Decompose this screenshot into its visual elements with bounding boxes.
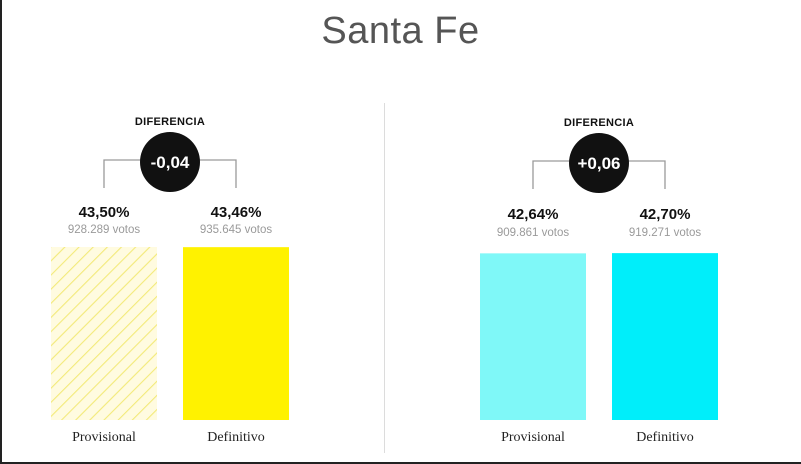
frame-bottom-border — [0, 462, 801, 464]
right-percent-label-provisional: 42,64% — [508, 206, 559, 223]
page-title: Santa Fe — [321, 10, 480, 52]
right-votes-label-definitivo: 919.271 votos — [629, 227, 702, 239]
left-bar-provisional — [51, 247, 157, 420]
right-category-label-provisional: Provisional — [501, 430, 565, 445]
right-difference-badge — [569, 133, 629, 193]
left-bar-definitivo — [183, 247, 289, 420]
left-votes-label-definitivo: 935.645 votos — [200, 224, 273, 236]
left-difference-value: -0,04 — [151, 153, 190, 172]
left-difference-label: DIFERENCIA — [135, 116, 205, 128]
frame-left-border — [0, 0, 2, 464]
chart-panel-left: DIFERENCIA -0,04 43,50% 928.289 votos Provis… — [0, 0, 384, 464]
right-bar-definitivo — [612, 253, 718, 420]
left-percent-label-definitivo: 43,46% — [211, 204, 262, 221]
chart-panel-right: DIFERENCIA +0,06 42,64% 909.861 votos Provis… — [385, 0, 801, 464]
chart-left-svg: DIFERENCIA -0,04 43,50% 928.289 votos Provis… — [51, 116, 289, 445]
left-category-label-provisional: Provisional — [72, 430, 136, 445]
panel-divider — [384, 103, 385, 453]
right-difference-value: +0,06 — [577, 154, 620, 173]
right-bar-provisional — [480, 253, 586, 420]
right-votes-label-provisional: 909.861 votos — [497, 227, 570, 239]
left-votes-label-provisional: 928.289 votos — [68, 224, 141, 236]
left-difference-badge — [140, 132, 200, 192]
right-percent-label-definitivo: 42,70% — [640, 206, 691, 223]
right-difference-label: DIFERENCIA — [564, 117, 634, 129]
chart-right-svg: DIFERENCIA +0,06 42,64% 909.861 votos Provis… — [480, 117, 718, 445]
left-percent-label-provisional: 43,50% — [79, 204, 130, 221]
right-category-label-definitivo: Definitivo — [636, 430, 694, 445]
left-category-label-definitivo: Definitivo — [207, 430, 265, 445]
